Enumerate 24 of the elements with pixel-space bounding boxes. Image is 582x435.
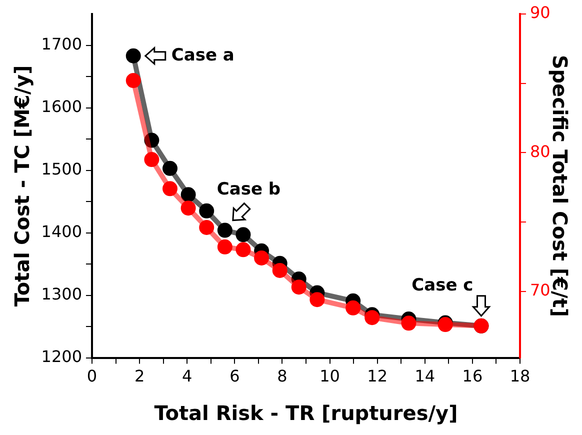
- x-tick-label: 4: [182, 366, 192, 386]
- y-tick-label: 1600: [41, 96, 82, 116]
- x-tick-label: 6: [230, 366, 240, 386]
- x-tick-label: 2: [134, 366, 145, 386]
- x-tick-label: 18: [510, 366, 530, 386]
- x-tick-label: 0: [86, 366, 98, 386]
- y-tick-label: 1400: [41, 222, 82, 241]
- x-tick-label: 16: [462, 366, 483, 386]
- y-tick-label: 1200: [41, 346, 82, 366]
- x-axis-title: Total Risk - TR [ruptures/y]: [154, 401, 458, 426]
- x-tick-label: 12: [367, 366, 388, 386]
- y2-tick-label: 70: [530, 280, 550, 300]
- annotation: Case b: [216, 180, 281, 200]
- y-tick-label: 1700: [41, 34, 82, 54]
- x-tick-label: 8: [277, 366, 288, 386]
- annotation: Case c: [412, 275, 474, 296]
- annotation: Case a: [171, 45, 234, 66]
- y2-tick-label: 90: [530, 3, 550, 22]
- x-tick-label: 10: [320, 366, 340, 386]
- y-tick-label: 1500: [41, 159, 82, 178]
- y-tick-label: 1300: [41, 284, 82, 304]
- x-tick-label: 14: [414, 366, 436, 386]
- y-axis-title: Total Cost - TC [M€/y]: [10, 65, 34, 307]
- y2-tick-label: 80: [530, 142, 550, 161]
